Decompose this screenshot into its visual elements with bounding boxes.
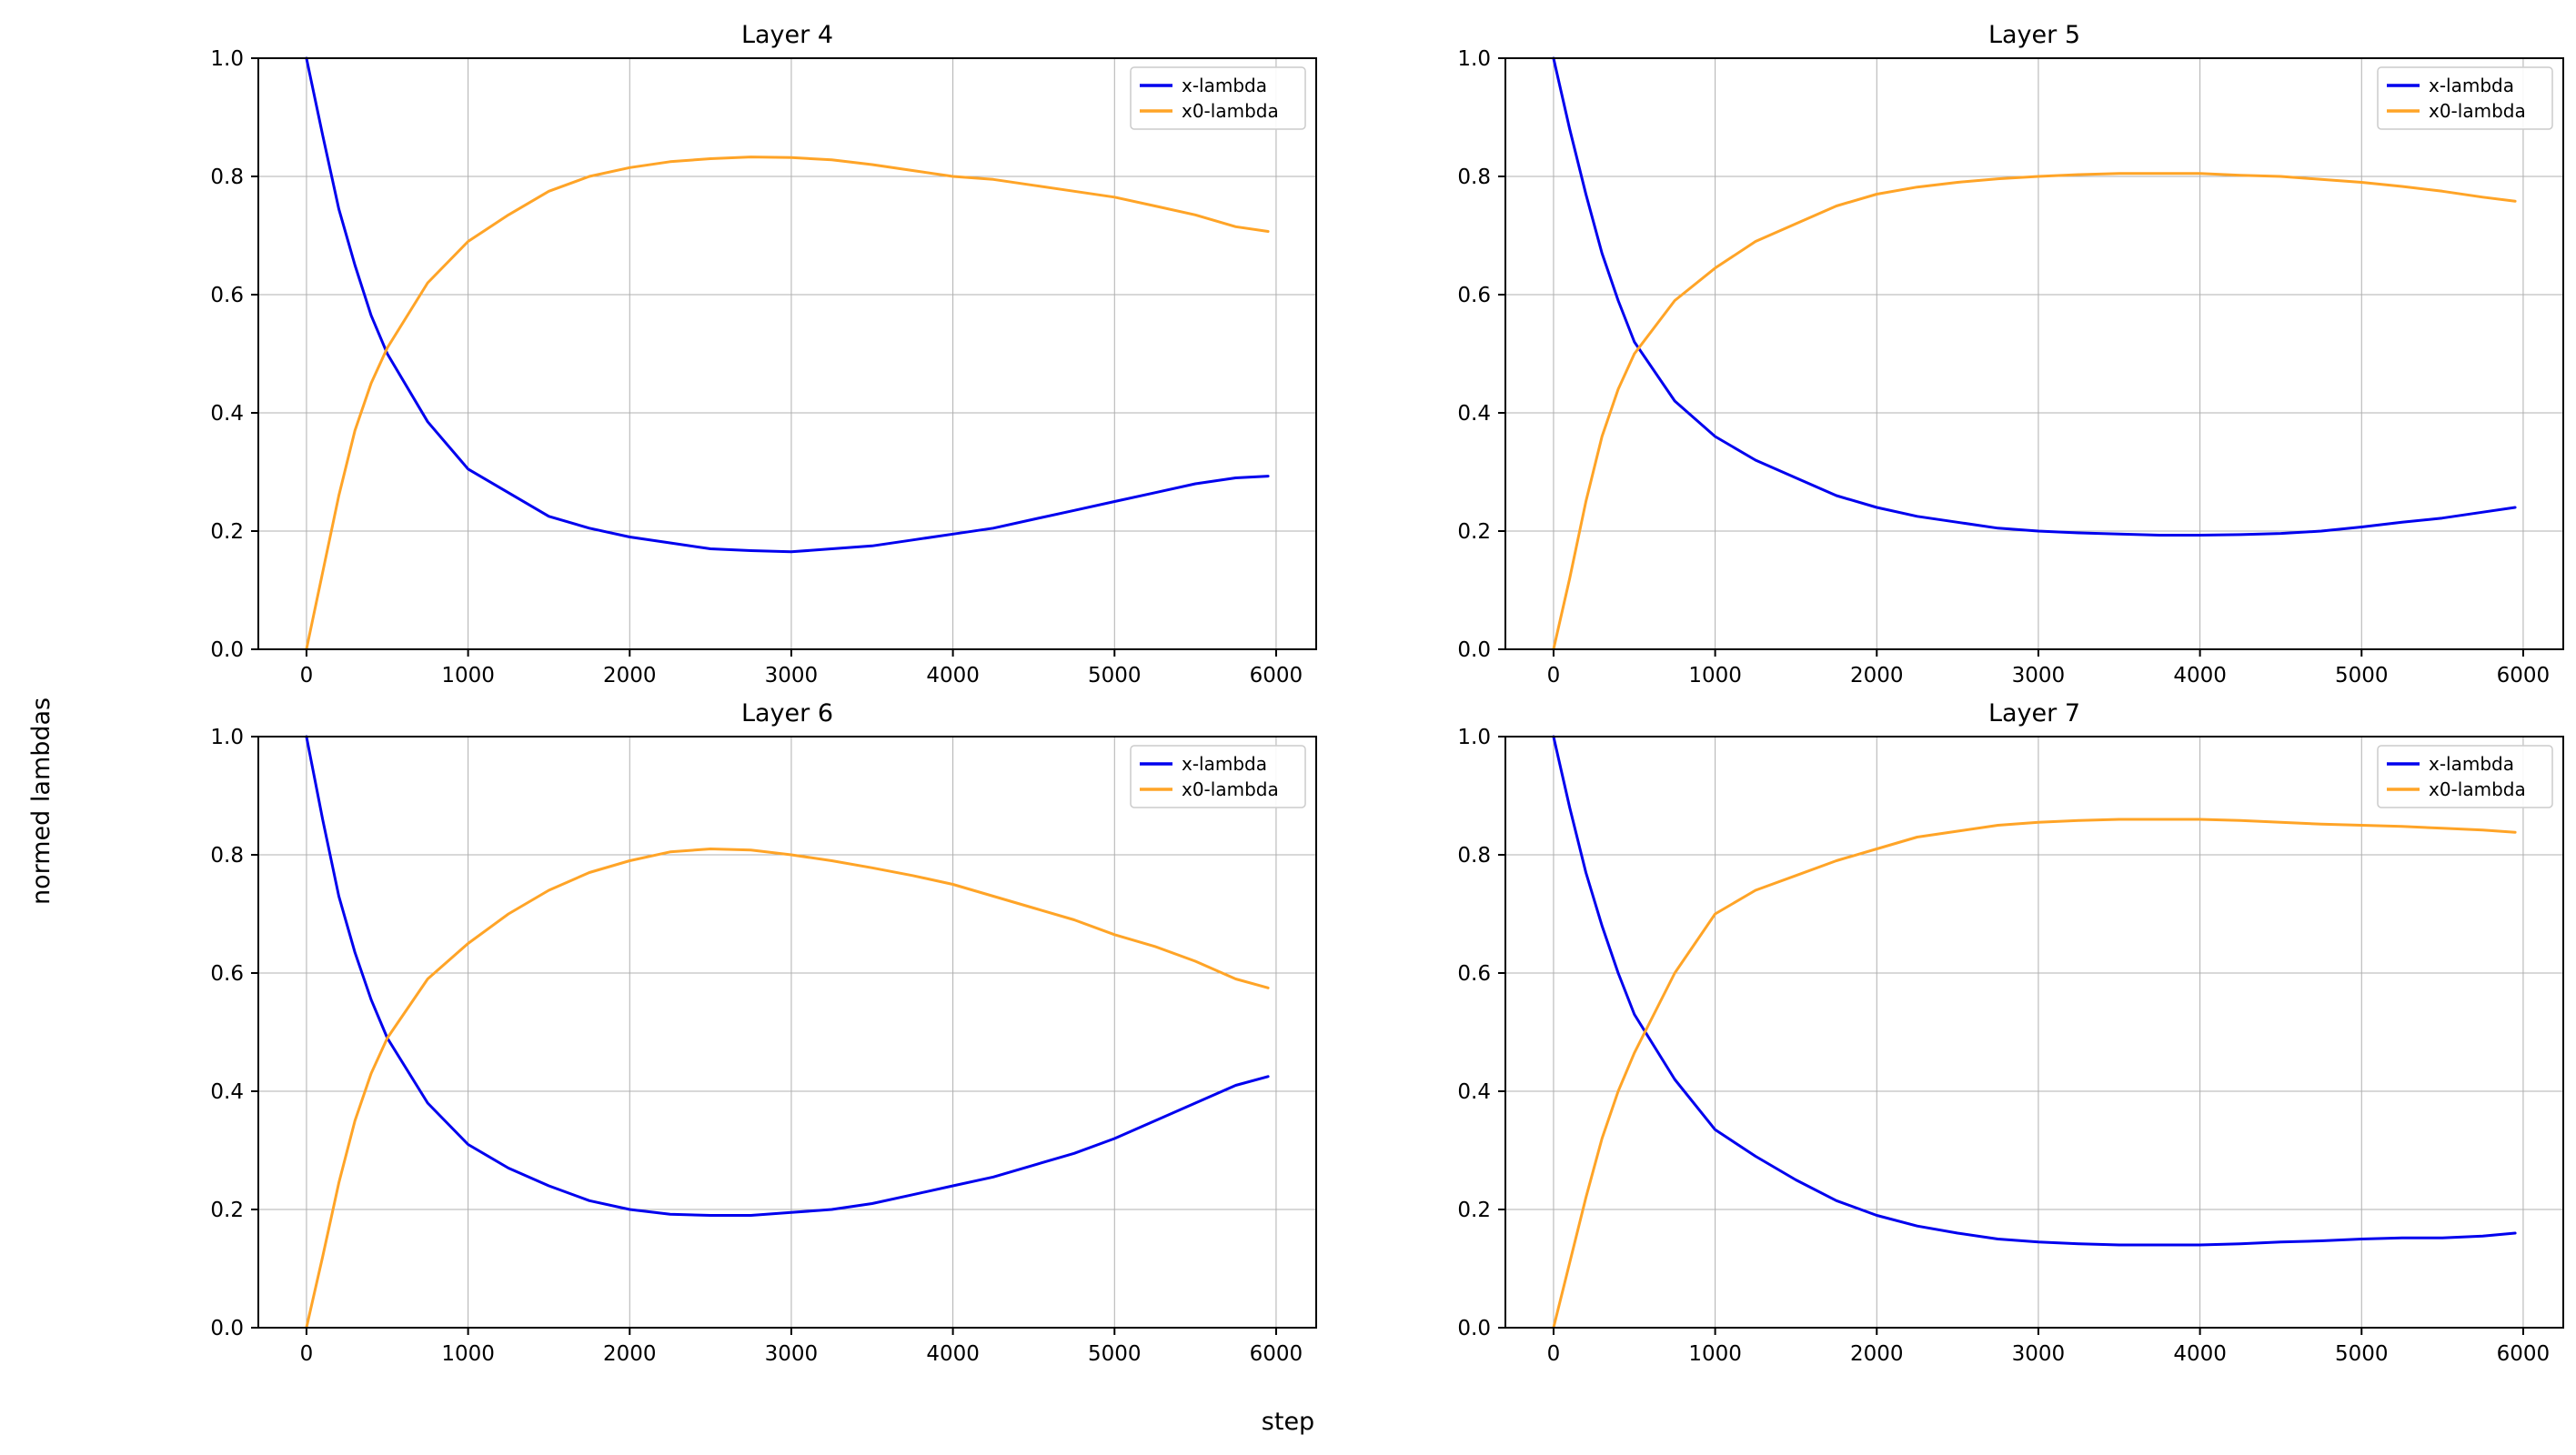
svg-text:0.4: 0.4 <box>210 402 244 426</box>
subplot-layer-4: 0 1000 2000 3000 4000 5000 6000 0.0 0.2 0.4 0.6 0.8… <box>164 18 1329 691</box>
svg-text:1000: 1000 <box>441 664 495 687</box>
svg-text:0.2: 0.2 <box>1457 520 1491 544</box>
svg-text:6000: 6000 <box>2497 664 2551 687</box>
svg-text:0.0: 0.0 <box>210 1317 244 1340</box>
svg-text:2000: 2000 <box>1850 1342 1904 1366</box>
svg-text:x0-lambda: x0-lambda <box>1182 778 1279 800</box>
svg-text:1.0: 1.0 <box>210 726 244 749</box>
svg-text:5000: 5000 <box>1088 1342 1142 1366</box>
svg-text:3000: 3000 <box>765 1342 819 1366</box>
svg-text:0: 0 <box>1547 1342 1561 1366</box>
svg-text:0.0: 0.0 <box>1457 1317 1491 1340</box>
svg-text:2000: 2000 <box>603 664 657 687</box>
svg-text:x-lambda: x-lambda <box>1182 75 1267 96</box>
svg-text:0.4: 0.4 <box>1457 402 1491 426</box>
svg-text:1.0: 1.0 <box>1457 47 1491 71</box>
svg-text:4000: 4000 <box>2173 664 2227 687</box>
svg-text:0.0: 0.0 <box>210 638 244 662</box>
svg-text:0.8: 0.8 <box>210 844 244 868</box>
svg-text:4000: 4000 <box>2173 1342 2227 1366</box>
svg-text:0.0: 0.0 <box>1457 638 1491 662</box>
chart-canvas-layer-5: 0 1000 2000 3000 4000 5000 6000 0.0 0.2 0.4 0.6 0.8… <box>1457 47 2564 687</box>
svg-text:3000: 3000 <box>765 664 819 687</box>
svg-text:0.6: 0.6 <box>1457 962 1491 986</box>
x-axis-label: step <box>1261 1408 1315 1436</box>
chart-canvas-layer-6: 0 1000 2000 3000 4000 5000 6000 0.0 0.2 0.4 0.6 0.8… <box>210 726 1317 1366</box>
svg-text:3000: 3000 <box>2012 1342 2066 1366</box>
svg-text:0: 0 <box>300 1342 314 1366</box>
svg-text:0.8: 0.8 <box>210 166 244 189</box>
svg-text:2000: 2000 <box>1850 664 1904 687</box>
svg-text:0.6: 0.6 <box>210 962 244 986</box>
svg-text:1000: 1000 <box>441 1342 495 1366</box>
svg-text:0.2: 0.2 <box>1457 1199 1491 1222</box>
svg-text:5000: 5000 <box>2335 1342 2389 1366</box>
chart-canvas-layer-7: 0 1000 2000 3000 4000 5000 6000 0.0 0.2 0.4 0.6 0.8… <box>1457 726 2564 1366</box>
subplot-title-layer-7: Layer 7 <box>1987 699 2081 728</box>
svg-text:0.2: 0.2 <box>210 1199 244 1222</box>
chart-canvas-layer-4: 0 1000 2000 3000 4000 5000 6000 0.0 0.2 0.4 0.6 0.8… <box>210 47 1317 687</box>
svg-text:3000: 3000 <box>2012 664 2066 687</box>
subplot-layer-6: 0 1000 2000 3000 4000 5000 6000 0.0 0.2 0.4 0.6 0.8… <box>164 697 1329 1370</box>
y-axis-label: normed lambdas <box>27 697 55 905</box>
subplot-title-layer-6: Layer 6 <box>740 699 834 728</box>
svg-text:1.0: 1.0 <box>1457 726 1491 749</box>
subplot-title-layer-4: Layer 4 <box>740 21 834 49</box>
svg-text:0: 0 <box>1547 664 1561 687</box>
svg-text:0.8: 0.8 <box>1457 844 1491 868</box>
svg-text:6000: 6000 <box>2497 1342 2551 1366</box>
svg-text:0: 0 <box>300 664 314 687</box>
svg-text:0.8: 0.8 <box>1457 166 1491 189</box>
svg-text:4000: 4000 <box>926 664 980 687</box>
svg-text:0.2: 0.2 <box>210 520 244 544</box>
svg-text:1000: 1000 <box>1688 1342 1742 1366</box>
svg-text:x-lambda: x-lambda <box>2429 75 2514 96</box>
svg-text:x-lambda: x-lambda <box>2429 753 2514 775</box>
subplot-title-layer-5: Layer 5 <box>1987 21 2081 49</box>
svg-text:x-lambda: x-lambda <box>1182 753 1267 775</box>
svg-text:x0-lambda: x0-lambda <box>2429 778 2526 800</box>
svg-text:2000: 2000 <box>603 1342 657 1366</box>
svg-text:1000: 1000 <box>1688 664 1742 687</box>
svg-text:x0-lambda: x0-lambda <box>2429 100 2526 122</box>
svg-text:0.4: 0.4 <box>210 1080 244 1104</box>
svg-text:5000: 5000 <box>2335 664 2389 687</box>
svg-text:0.6: 0.6 <box>1457 284 1491 307</box>
svg-text:0.6: 0.6 <box>210 284 244 307</box>
svg-text:0.4: 0.4 <box>1457 1080 1491 1104</box>
svg-text:4000: 4000 <box>926 1342 980 1366</box>
subplot-layer-7: 0 1000 2000 3000 4000 5000 6000 0.0 0.2 0.4 0.6 0.8… <box>1411 697 2576 1370</box>
subplot-layer-5: 0 1000 2000 3000 4000 5000 6000 0.0 0.2 0.4 0.6 0.8… <box>1411 18 2576 691</box>
svg-text:5000: 5000 <box>1088 664 1142 687</box>
svg-text:6000: 6000 <box>1250 1342 1303 1366</box>
svg-text:x0-lambda: x0-lambda <box>1182 100 1279 122</box>
svg-text:1.0: 1.0 <box>210 47 244 71</box>
svg-text:6000: 6000 <box>1250 664 1303 687</box>
